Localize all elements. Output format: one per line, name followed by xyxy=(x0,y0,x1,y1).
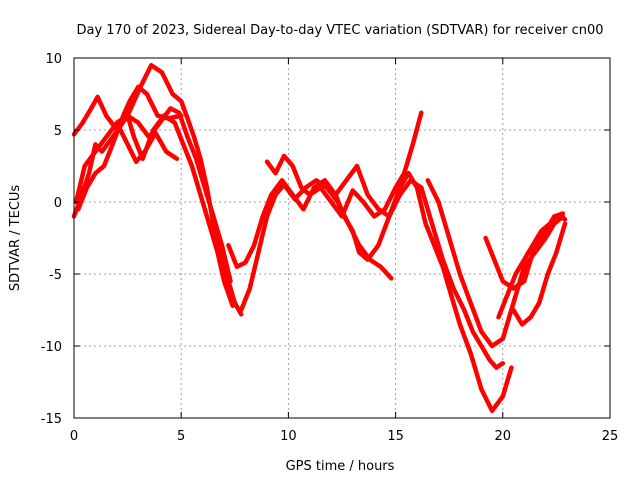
y-tick-label: 10 xyxy=(45,52,62,67)
satellite-track-10 xyxy=(425,178,566,349)
y-tick-label: 0 xyxy=(54,196,62,211)
y-tick-label: -10 xyxy=(41,340,62,355)
y-axis-label: SDTVAR / TECUs xyxy=(8,185,23,292)
satellite-track-7 xyxy=(238,178,394,313)
plot-frame xyxy=(73,57,611,419)
satellite-track-3 xyxy=(73,106,233,284)
satellite-track-12 xyxy=(496,214,568,320)
x-tick-label: 10 xyxy=(280,429,297,444)
x-tick-label: 5 xyxy=(177,429,185,444)
x-tick-label: 15 xyxy=(387,429,404,444)
satellite-track-5 xyxy=(114,120,180,164)
data-series-group xyxy=(71,62,568,414)
y-tick-label: -5 xyxy=(49,268,62,283)
x-tick-label: 0 xyxy=(70,429,78,444)
satellite-track-4 xyxy=(76,84,184,212)
x-tick-label: 20 xyxy=(495,429,512,444)
satellite-track-13 xyxy=(511,221,568,327)
chart-title: Day 170 of 2023, Sidereal Day-to-day VTE… xyxy=(76,23,603,38)
y-tick-label: 5 xyxy=(54,124,62,139)
x-axis-label: GPS time / hours xyxy=(286,459,395,474)
satellite-track-9 xyxy=(333,178,506,370)
y-tick-label: -15 xyxy=(41,412,62,427)
satellite-track-6 xyxy=(226,163,514,414)
x-tick-label: 25 xyxy=(602,429,619,444)
axis-ticks: 0 5 10 15 20 25 -15 -10 -5 0 5 10 xyxy=(41,52,619,444)
